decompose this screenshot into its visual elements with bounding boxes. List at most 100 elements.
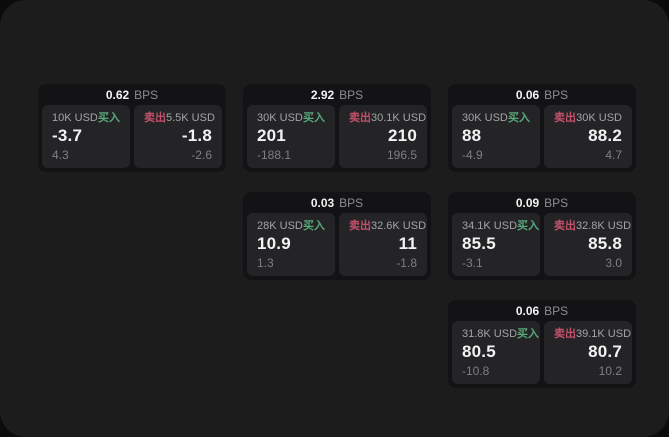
buy-tile-top: 30K USD 买入: [257, 112, 325, 125]
bps-value: 2.92: [310, 87, 335, 102]
sell-side-label: 卖出: [554, 328, 576, 340]
bps-unit-label: BPS: [339, 195, 364, 210]
buy-side-label: 买入: [303, 220, 325, 232]
sell-secondary-value: 3.0: [605, 256, 622, 270]
quote-grid: 0.62 BPS 10K USD 买入 -3.7 4.3 卖出 5.5K USD: [38, 84, 636, 388]
buy-price: 88: [462, 126, 482, 145]
quote-tiles: 30K USD 买入 201 -188.1 卖出 30.1K USD 210 1…: [247, 105, 427, 168]
bps-header: 0.06 BPS: [452, 300, 632, 321]
buy-secondary-value: -4.9: [462, 148, 483, 162]
buy-side-label: 买入: [508, 112, 530, 124]
sell-amount: 32.6K USD: [371, 220, 427, 232]
quote-tiles: 31.8K USD 买入 80.5 -10.8 卖出 39.1K USD 80.…: [452, 321, 632, 384]
sell-side-label: 卖出: [349, 220, 371, 232]
buy-secondary-value: -10.8: [462, 364, 490, 378]
quote-card: 0.62 BPS 10K USD 买入 -3.7 4.3 卖出 5.5K USD: [38, 84, 226, 172]
bps-header: 0.06 BPS: [452, 84, 632, 105]
sell-price: 88.2: [588, 126, 622, 145]
sell-price: 85.8: [588, 234, 622, 253]
buy-price: 201: [257, 126, 286, 145]
buy-side-label: 买入: [517, 220, 540, 232]
buy-tile-top: 30K USD 买入: [462, 112, 530, 125]
bps-value: 0.09: [515, 195, 540, 210]
sell-tile[interactable]: 卖出 32.8K USD 85.8 3.0: [544, 213, 632, 276]
buy-secondary-value: 4.3: [52, 148, 69, 162]
buy-amount: 30K USD: [462, 112, 508, 124]
bps-header: 0.09 BPS: [452, 192, 632, 213]
quote-card: 0.09 BPS 34.1K USD 买入 85.5 -3.1 卖出 32.8K…: [448, 192, 636, 280]
sell-secondary-value: 10.2: [598, 364, 622, 378]
buy-tile[interactable]: 30K USD 买入 201 -188.1: [247, 105, 335, 168]
bps-value: 0.06: [515, 303, 540, 318]
sell-price: 210: [388, 126, 417, 145]
sell-tile[interactable]: 卖出 30.1K USD 210 196.5: [339, 105, 427, 168]
buy-price: 85.5: [462, 234, 496, 253]
quote-card: 2.92 BPS 30K USD 买入 201 -188.1 卖出 30.1K …: [243, 84, 431, 172]
quote-card: 0.06 BPS 31.8K USD 买入 80.5 -10.8 卖出 39.1…: [448, 300, 636, 388]
buy-side-label: 买入: [98, 112, 120, 124]
sell-price: -1.8: [181, 126, 212, 145]
bps-value: 0.62: [105, 87, 130, 102]
sell-side-label: 卖出: [554, 220, 576, 232]
bps-unit-label: BPS: [544, 195, 569, 210]
sell-side-label: 卖出: [144, 112, 166, 124]
quote-tiles: 28K USD 买入 10.9 1.3 卖出 32.6K USD 11 -1.8: [247, 213, 427, 276]
sell-secondary-value: -2.6: [191, 148, 212, 162]
buy-amount: 30K USD: [257, 112, 303, 124]
sell-tile[interactable]: 卖出 30K USD 88.2 4.7: [544, 105, 632, 168]
buy-amount: 10K USD: [52, 112, 98, 124]
bps-unit-label: BPS: [339, 87, 364, 102]
sell-tile-top: 卖出 32.8K USD: [554, 220, 631, 233]
sell-secondary-value: 196.5: [386, 148, 417, 162]
quote-card: 0.03 BPS 28K USD 买入 10.9 1.3 卖出 32.6K US…: [243, 192, 431, 280]
sell-side-label: 卖出: [349, 112, 371, 124]
buy-price: 10.9: [257, 234, 291, 253]
bps-header: 2.92 BPS: [247, 84, 427, 105]
buy-tile-top: 31.8K USD 买入: [462, 328, 539, 341]
sell-amount: 30.1K USD: [371, 112, 427, 124]
sell-secondary-value: -1.8: [396, 256, 417, 270]
buy-tile[interactable]: 30K USD 买入 88 -4.9: [452, 105, 540, 168]
sell-tile-top: 卖出 39.1K USD: [554, 328, 631, 341]
quote-tiles: 30K USD 买入 88 -4.9 卖出 30K USD 88.2 4.7: [452, 105, 632, 168]
buy-amount: 28K USD: [257, 220, 303, 232]
buy-amount: 34.1K USD: [462, 220, 518, 232]
sell-tile-top: 卖出 30K USD: [554, 112, 622, 125]
buy-tile[interactable]: 28K USD 买入 10.9 1.3: [247, 213, 335, 276]
sell-side-label: 卖出: [554, 112, 576, 124]
bps-value: 0.06: [515, 87, 540, 102]
buy-tile-top: 28K USD 买入: [257, 220, 325, 233]
quote-tiles: 10K USD 买入 -3.7 4.3 卖出 5.5K USD -1.8 -2.…: [42, 105, 222, 168]
bps-value: 0.03: [310, 195, 335, 210]
buy-secondary-value: -3.1: [462, 256, 483, 270]
buy-side-label: 买入: [303, 112, 325, 124]
sell-amount: 5.5K USD: [166, 112, 215, 124]
bps-unit-label: BPS: [544, 87, 569, 102]
sell-tile[interactable]: 卖出 5.5K USD -1.8 -2.6: [134, 105, 222, 168]
sell-secondary-value: 4.7: [605, 148, 622, 162]
buy-secondary-value: -188.1: [257, 148, 292, 162]
buy-tile-top: 34.1K USD 买入: [462, 220, 539, 233]
buy-tile[interactable]: 10K USD 买入 -3.7 4.3: [42, 105, 130, 168]
buy-tile[interactable]: 31.8K USD 买入 80.5 -10.8: [452, 321, 540, 384]
buy-side-label: 买入: [517, 328, 540, 340]
buy-price: -3.7: [52, 126, 83, 145]
bps-header: 0.03 BPS: [247, 192, 427, 213]
sell-tile-top: 卖出 30.1K USD: [349, 112, 426, 125]
sell-amount: 32.8K USD: [576, 220, 632, 232]
sell-amount: 39.1K USD: [576, 328, 632, 340]
sell-tile-top: 卖出 32.6K USD: [349, 220, 426, 233]
sell-price: 80.7: [588, 342, 622, 361]
sell-tile[interactable]: 卖出 32.6K USD 11 -1.8: [339, 213, 427, 276]
quote-tiles: 34.1K USD 买入 85.5 -3.1 卖出 32.8K USD 85.8…: [452, 213, 632, 276]
bps-unit-label: BPS: [544, 303, 569, 318]
buy-tile-top: 10K USD 买入: [52, 112, 120, 125]
sell-tile-top: 卖出 5.5K USD: [144, 112, 215, 125]
sell-tile[interactable]: 卖出 39.1K USD 80.7 10.2: [544, 321, 632, 384]
quote-card: 0.06 BPS 30K USD 买入 88 -4.9 卖出 30K USD: [448, 84, 636, 172]
buy-secondary-value: 1.3: [257, 256, 274, 270]
buy-tile[interactable]: 34.1K USD 买入 85.5 -3.1: [452, 213, 540, 276]
sell-price: 11: [398, 234, 417, 253]
bps-header: 0.62 BPS: [42, 84, 222, 105]
